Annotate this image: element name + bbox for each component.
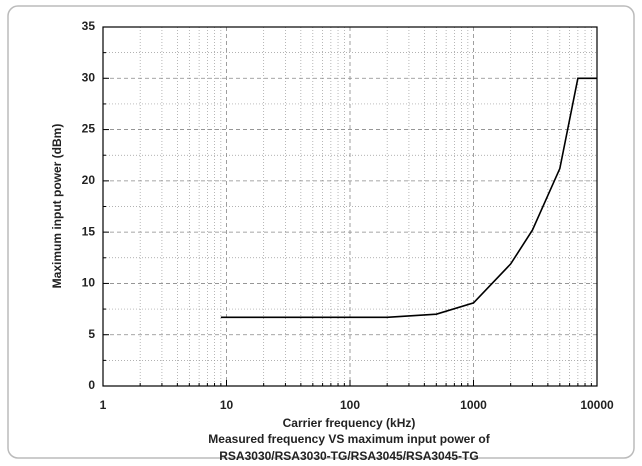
x-tick-label: 1000 [460,398,487,412]
x-tick-label: 100 [340,398,360,412]
y-tick-label: 25 [82,122,96,136]
caption-line: Measured frequency VS maximum input powe… [208,432,490,446]
y-tick-label: 30 [82,70,96,84]
x-axis-label: Carrier frequency (kHz) [283,416,416,430]
y-tick-label: 0 [88,378,95,392]
plot-border [102,26,598,387]
y-axis-label: Maximum input power (dBm) [50,124,64,289]
x-tick-label: 1 [100,398,107,412]
y-tick-label: 10 [82,276,96,290]
y-tick-label: 15 [82,224,96,238]
caption-line: RSA3030/RSA3030-TG/RSA3045/RSA3045-TG [219,449,478,463]
y-tick-label: 20 [82,173,96,187]
y-tick-label: 35 [82,19,96,33]
frame [7,5,635,459]
data-line [220,77,597,319]
y-tick-label: 5 [88,327,95,341]
x-tick-label: 10 [220,398,234,412]
x-tick-label: 10000 [580,398,614,412]
